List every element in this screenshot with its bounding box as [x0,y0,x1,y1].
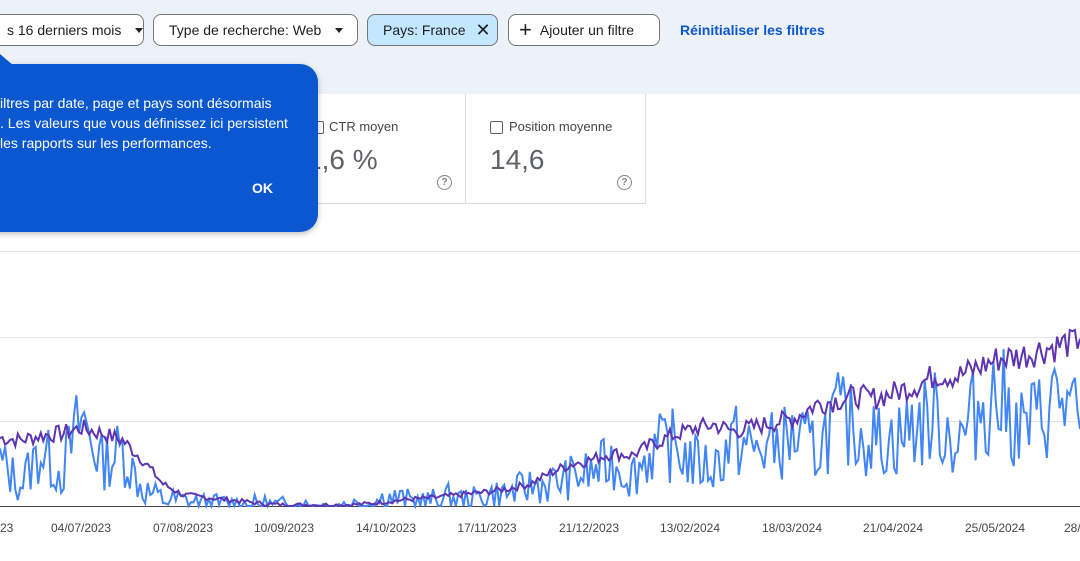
position-checkbox[interactable] [490,121,503,134]
chart-x-axis [0,506,1080,507]
x-tick-label: 14/10/2023 [355,521,417,535]
tooltip-arrow [0,54,14,66]
tooltip-text: iltres par date, page et pays sont désor… [0,93,310,153]
date-range-label: s 16 derniers mois [7,22,122,38]
add-filter-label: Ajouter un filtre [539,22,635,38]
help-icon[interactable]: ? [437,175,452,190]
tooltip-line: . Les valeurs que vous définissez ici pe… [0,115,288,131]
x-tick-label: 18/03/2024 [761,521,823,535]
plus-icon: + [519,17,532,42]
x-tick-label: 13/02/2024 [659,521,721,535]
x-tick-label: 25/05/2024 [964,521,1026,535]
chart-gridline [0,251,1080,252]
ctr-label: CTR moyen [329,119,399,134]
chart-gridline [0,337,1080,338]
chevron-down-icon [135,27,144,33]
x-tick-label: 10/09/2023 [253,521,315,535]
chart-gridline [0,421,1080,422]
ok-button[interactable]: OK [252,180,273,196]
search-type-chip[interactable]: Type de recherche: Web [153,14,358,46]
x-tick-label: 28/ [1064,521,1080,535]
x-tick-label: 21/04/2024 [862,521,924,535]
x-tick-label: 04/07/2023 [50,521,112,535]
position-value: 14,6 [490,144,545,175]
search-type-label: Type de recherche: Web [169,22,322,38]
close-icon[interactable]: ✕ [475,20,491,40]
x-tick-label: 17/11/2023 [457,521,517,535]
performance-chart[interactable] [0,300,1080,510]
help-icon[interactable]: ? [617,175,632,190]
x-tick-label: 07/08/2023 [152,521,214,535]
reset-filters-link[interactable]: Réinitialiser les filtres [680,22,825,38]
clicks-series-line [0,328,1080,508]
x-tick-label: 21/12/2023 [558,521,620,535]
tooltip-line: iltres par date, page et pays sont désor… [0,95,272,111]
filter-persistence-tooltip: iltres par date, page et pays sont désor… [0,54,318,232]
add-filter-button[interactable]: + Ajouter un filtre [508,14,660,46]
country-chip[interactable]: Pays: France ✕ [367,14,498,46]
chevron-down-icon [335,27,344,33]
x-tick-label: 23 [0,521,14,535]
date-range-chip[interactable]: s 16 derniers mois [0,14,144,46]
position-label: Position moyenne [509,119,613,134]
metric-card-position[interactable]: Position moyenne 14,6 ? [466,94,646,204]
tooltip-line: les rapports sur les performances. [0,135,212,151]
country-label: Pays: France [383,22,466,38]
